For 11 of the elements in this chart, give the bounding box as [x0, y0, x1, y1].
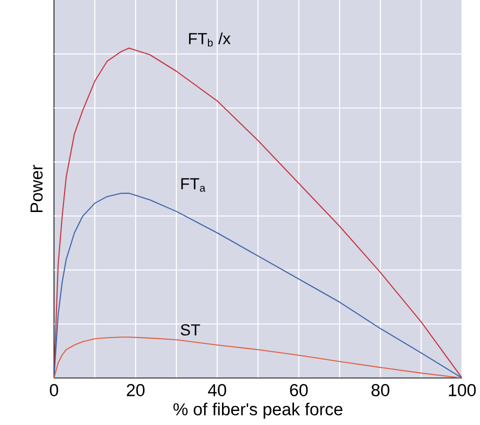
y-axis-title: Power [30, 164, 43, 212]
series-label: ST [180, 324, 200, 336]
x-tick-label: 100 [448, 384, 476, 396]
x-axis-title: % of fiber's peak force [173, 402, 342, 419]
x-tick-label: 80 [372, 384, 390, 396]
x-tick-label: 40 [208, 384, 226, 396]
series-label: FT$_{b}$ /x [189, 32, 230, 47]
x-tick-label: 20 [126, 384, 145, 396]
x-tick-label: 60 [290, 384, 308, 396]
series-label: FT$_{a}$ [181, 178, 206, 192]
x-tick-label: 0 [50, 384, 58, 396]
